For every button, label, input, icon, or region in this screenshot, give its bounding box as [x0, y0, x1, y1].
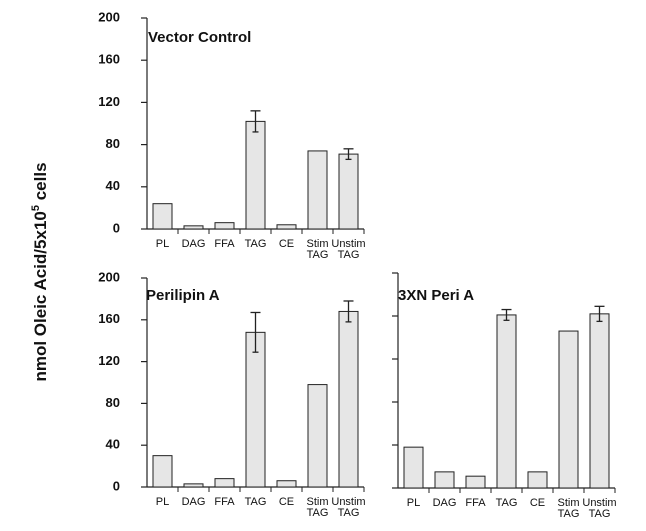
- y-tick-label: 120: [98, 353, 120, 368]
- bar: [152, 203, 173, 230]
- x-tick-label-line: Stim: [307, 238, 329, 250]
- x-tick-label: FFA: [465, 497, 486, 509]
- y-tick-label: 200: [98, 9, 120, 24]
- x-tick-label-line: TAG: [558, 508, 580, 520]
- x-tick-label-line: TAG: [307, 507, 329, 519]
- bar: [307, 150, 328, 230]
- x-tick-label-line: Unstim: [331, 496, 365, 508]
- y-label-part: cells: [31, 162, 50, 205]
- x-tick-label-line: TAG: [338, 249, 360, 261]
- y-label-part: nmol Oleic Acid/5x10: [31, 211, 50, 381]
- y-tick-label: 160: [98, 311, 120, 326]
- y-tick-label: 40: [106, 178, 120, 193]
- y-axis-label: nmol Oleic Acid/5x105 cells: [30, 162, 50, 381]
- bar: [496, 314, 517, 489]
- y-tick-label: 120: [98, 94, 120, 109]
- x-tick-label: CE: [279, 238, 294, 250]
- x-tick-label: PL: [156, 238, 169, 250]
- bar: [465, 475, 486, 489]
- bar: [214, 222, 235, 230]
- x-tick-label: Unstim TAG: [331, 238, 365, 261]
- panel-title: Perilipin A: [146, 287, 220, 304]
- x-tick-label: CE: [530, 497, 545, 509]
- x-tick-label: FFA: [214, 496, 235, 508]
- x-tick-label: Unstim TAG: [331, 496, 365, 519]
- bar: [403, 446, 424, 489]
- bar: [338, 310, 359, 488]
- y-tick-label: 40: [106, 437, 120, 452]
- x-tick-label-line: Unstim: [582, 497, 616, 509]
- x-tick-label-line: Unstim: [331, 238, 365, 250]
- y-tick-label: 0: [113, 220, 120, 235]
- x-tick-label-line: Stim: [307, 496, 329, 508]
- x-tick-label: Stim TAG: [558, 497, 580, 520]
- y-tick-label: 160: [98, 52, 120, 67]
- bar: [276, 480, 297, 488]
- x-tick-label-line: TAG: [338, 507, 360, 519]
- bar: [307, 384, 328, 488]
- bar: [245, 331, 266, 488]
- x-tick-label: DAG: [182, 496, 206, 508]
- x-tick-label: Stim TAG: [307, 496, 329, 519]
- x-tick-label: DAG: [182, 238, 206, 250]
- bar: [338, 153, 359, 230]
- bar: [434, 471, 455, 489]
- bar: [558, 330, 579, 489]
- bar: [183, 483, 204, 488]
- y-tick-label: 200: [98, 269, 120, 284]
- x-tick-label: PL: [407, 497, 420, 509]
- panel-title: Vector Control: [148, 29, 251, 46]
- y-tick-label: 0: [113, 478, 120, 493]
- bar: [589, 313, 610, 489]
- x-tick-label: TAG: [245, 238, 267, 250]
- x-tick-label: FFA: [214, 238, 235, 250]
- x-tick-label: TAG: [496, 497, 518, 509]
- x-tick-label: CE: [279, 496, 294, 508]
- bar: [214, 478, 235, 488]
- bar: [527, 471, 548, 489]
- x-tick-label-line: TAG: [589, 508, 611, 520]
- x-tick-label: Stim TAG: [307, 238, 329, 261]
- x-tick-label: DAG: [433, 497, 457, 509]
- bar: [245, 120, 266, 230]
- panel-title: 3XN Peri A: [398, 287, 474, 304]
- x-tick-label: Unstim TAG: [582, 497, 616, 520]
- x-tick-label-line: Stim: [558, 497, 580, 509]
- bar: [183, 225, 204, 230]
- bar: [276, 224, 297, 230]
- y-label-superscript: 5: [30, 205, 42, 211]
- x-tick-label: PL: [156, 496, 169, 508]
- bar: [152, 455, 173, 488]
- x-tick-label: TAG: [245, 496, 267, 508]
- x-tick-label-line: TAG: [307, 249, 329, 261]
- y-tick-label: 80: [106, 395, 120, 410]
- y-tick-label: 80: [106, 136, 120, 151]
